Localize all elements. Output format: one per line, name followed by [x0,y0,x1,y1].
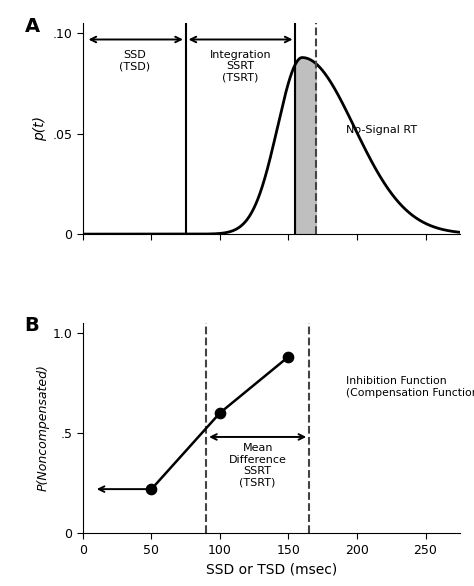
Text: Mean
Difference
SSRT
(TSRT): Mean Difference SSRT (TSRT) [229,443,287,488]
Text: No-Signal RT: No-Signal RT [346,125,417,135]
Text: SSD
(TSD): SSD (TSD) [119,50,150,71]
Point [285,352,292,362]
Text: Integration
SSRT
(TSRT): Integration SSRT (TSRT) [210,50,271,83]
Text: B: B [25,316,39,335]
Point [216,408,224,418]
Y-axis label: P(Noncompensated): P(Noncompensated) [37,364,50,492]
X-axis label: SSD or TSD (msec): SSD or TSD (msec) [206,562,337,576]
Text: A: A [25,17,40,36]
Text: Inhibition Function
(Compensation Function): Inhibition Function (Compensation Functi… [346,376,474,397]
Point [148,485,155,494]
Y-axis label: p(t): p(t) [33,116,47,141]
